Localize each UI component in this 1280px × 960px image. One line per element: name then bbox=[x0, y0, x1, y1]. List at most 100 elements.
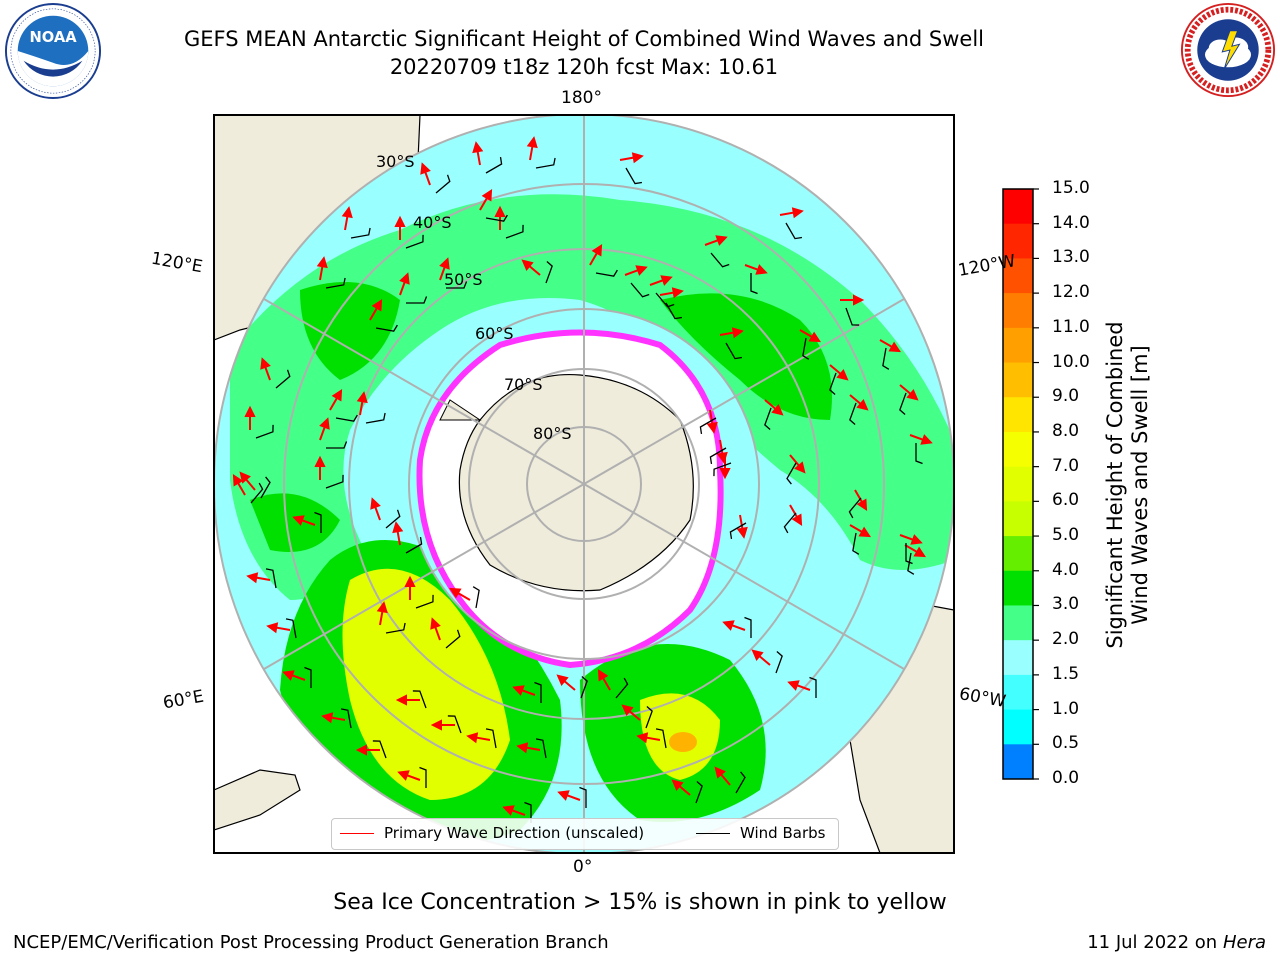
wave-direction-arrowhead bbox=[260, 357, 271, 370]
wave-direction-arrowhead bbox=[239, 471, 251, 484]
wave-direction-arrowhead bbox=[319, 417, 330, 430]
wave-direction-arrowhead bbox=[636, 732, 649, 744]
wave-direction-arrowhead bbox=[420, 162, 431, 175]
wave-direction-arrowhead bbox=[556, 674, 569, 686]
wind-barb bbox=[750, 273, 758, 295]
wave-direction-arrowhead bbox=[392, 521, 404, 534]
wave-direction-arrowhead bbox=[521, 259, 534, 271]
colorbar-label: Significant Height of Combined Wind Wave… bbox=[1103, 305, 1153, 665]
colorbar-segment bbox=[1003, 536, 1033, 572]
colorbar-tick-label: 9.0 bbox=[1052, 386, 1080, 407]
wave-direction-arrowhead bbox=[856, 399, 869, 411]
credit-branch: NCEP/EMC/Verification Post Processing Pr… bbox=[13, 932, 609, 953]
colorbar-segment bbox=[1003, 431, 1033, 468]
wave-direction-arrowhead bbox=[449, 587, 462, 599]
wind-barb bbox=[265, 568, 277, 589]
wind-barb bbox=[372, 740, 387, 759]
chart-subtitle: 20220709 t18z 120h fcst Max: 10.61 bbox=[389, 55, 779, 79]
colorbar-segment bbox=[1003, 258, 1033, 294]
colorbar-label-line2: Wind Waves and Swell [m] bbox=[1128, 345, 1152, 625]
colorbar-tick-label: 0.0 bbox=[1052, 768, 1080, 788]
wind-barb bbox=[735, 771, 746, 794]
colorbar-tick-label: 4.0 bbox=[1052, 559, 1080, 580]
wind-barb bbox=[435, 174, 451, 194]
wind-barb bbox=[595, 269, 618, 277]
wind-barb bbox=[545, 260, 553, 284]
wind-barb bbox=[505, 224, 524, 239]
wind-barb bbox=[472, 586, 480, 609]
colorbar-tick-label: 7.0 bbox=[1052, 455, 1080, 476]
colorbar-tick-label: 1.5 bbox=[1052, 663, 1080, 684]
wave-direction-arrowhead bbox=[719, 468, 731, 480]
wind-barb bbox=[385, 509, 401, 529]
wave-direction-arrowhead bbox=[244, 405, 256, 417]
wave-direction-arrowhead bbox=[430, 617, 441, 630]
wave-direction-arrowhead bbox=[404, 575, 416, 587]
wave-direction-arrowhead bbox=[430, 719, 442, 731]
wave-direction-arrowhead bbox=[591, 244, 603, 257]
wind-barb bbox=[725, 342, 743, 360]
wind-barb bbox=[260, 476, 271, 499]
wave-direction-arrowhead bbox=[246, 572, 259, 584]
chart-title: GEFS MEAN Antarctic Significant Height o… bbox=[183, 27, 985, 51]
wave-direction-arrowhead bbox=[671, 779, 684, 791]
colorbar-segment bbox=[1003, 744, 1033, 780]
map-legend: Primary Wave Direction (unscaled) Wind B… bbox=[331, 818, 839, 850]
wind-barb bbox=[375, 324, 398, 332]
lat-label-50s: 50°S bbox=[444, 270, 483, 289]
sea-ice-note: Sea Ice Concentration > 15% is shown in … bbox=[333, 890, 947, 915]
wave-direction-arrowhead bbox=[794, 461, 806, 474]
noaa-logo-icon: NOAA bbox=[4, 2, 102, 100]
wave-direction-arrowhead bbox=[755, 264, 768, 275]
wave-direction-arrowhead bbox=[808, 331, 821, 343]
wave-direction-arrowhead bbox=[715, 235, 728, 246]
credit-machine: Hera bbox=[1222, 932, 1266, 953]
wave-direction-arrowhead bbox=[397, 770, 410, 781]
colorbar-segment bbox=[1003, 570, 1033, 606]
wave-direction-arrowhead bbox=[631, 152, 644, 164]
wind-barb bbox=[304, 666, 312, 688]
credit-date: 11 Jul 2022 on Hera bbox=[1087, 932, 1266, 953]
wave-direction-arrowhead bbox=[370, 497, 381, 510]
wind-barb bbox=[905, 543, 913, 565]
wave-direction-arrowhead bbox=[355, 744, 367, 756]
wind-barb bbox=[314, 511, 322, 533]
colorbar-segment bbox=[1003, 189, 1033, 225]
red-line-icon bbox=[340, 832, 374, 834]
wind-barb bbox=[405, 536, 423, 554]
wind-barb bbox=[250, 482, 264, 504]
wind-barb bbox=[485, 214, 508, 222]
colorbar-segment bbox=[1003, 501, 1033, 537]
colorbar-tick-label: 11.0 bbox=[1052, 316, 1090, 337]
wind-barb bbox=[275, 369, 291, 389]
wind-barb bbox=[809, 676, 817, 698]
wave-direction-arrowhead bbox=[853, 294, 865, 306]
wave-direction-arrowhead bbox=[621, 704, 634, 716]
colorbar-segment bbox=[1003, 293, 1033, 329]
wind-barb bbox=[785, 222, 803, 240]
wind-barb bbox=[655, 728, 667, 749]
colorbar bbox=[1003, 188, 1039, 780]
wave-direction-arrowhead bbox=[836, 369, 849, 381]
lon-label-0: 0° bbox=[573, 857, 593, 877]
colorbar-segment bbox=[1003, 466, 1033, 502]
wind-barb bbox=[350, 227, 371, 239]
wind-barb bbox=[446, 281, 468, 289]
wave-direction-arrowhead bbox=[791, 513, 803, 526]
colorbar-tick-label: 15.0 bbox=[1052, 178, 1090, 198]
wind-barb bbox=[764, 407, 772, 431]
wave-direction-arrowhead bbox=[512, 685, 525, 696]
wind-barb bbox=[524, 801, 532, 823]
colorbar-tick-label: 5.0 bbox=[1052, 525, 1080, 546]
legend-label-wind-barbs: Wind Barbs bbox=[740, 824, 826, 842]
credit-date-text: 11 Jul 2022 on bbox=[1087, 932, 1223, 953]
wave-direction-arrowhead bbox=[316, 256, 328, 269]
colorbar-segment bbox=[1003, 640, 1033, 676]
wave-direction-arrowhead bbox=[888, 341, 901, 353]
wind-barb bbox=[907, 552, 915, 575]
wind-barb bbox=[325, 474, 344, 489]
wind-barb bbox=[852, 532, 860, 555]
wind-barb bbox=[535, 157, 556, 169]
wind-barb bbox=[783, 512, 797, 534]
colorbar-tick-label: 13.0 bbox=[1052, 247, 1090, 268]
